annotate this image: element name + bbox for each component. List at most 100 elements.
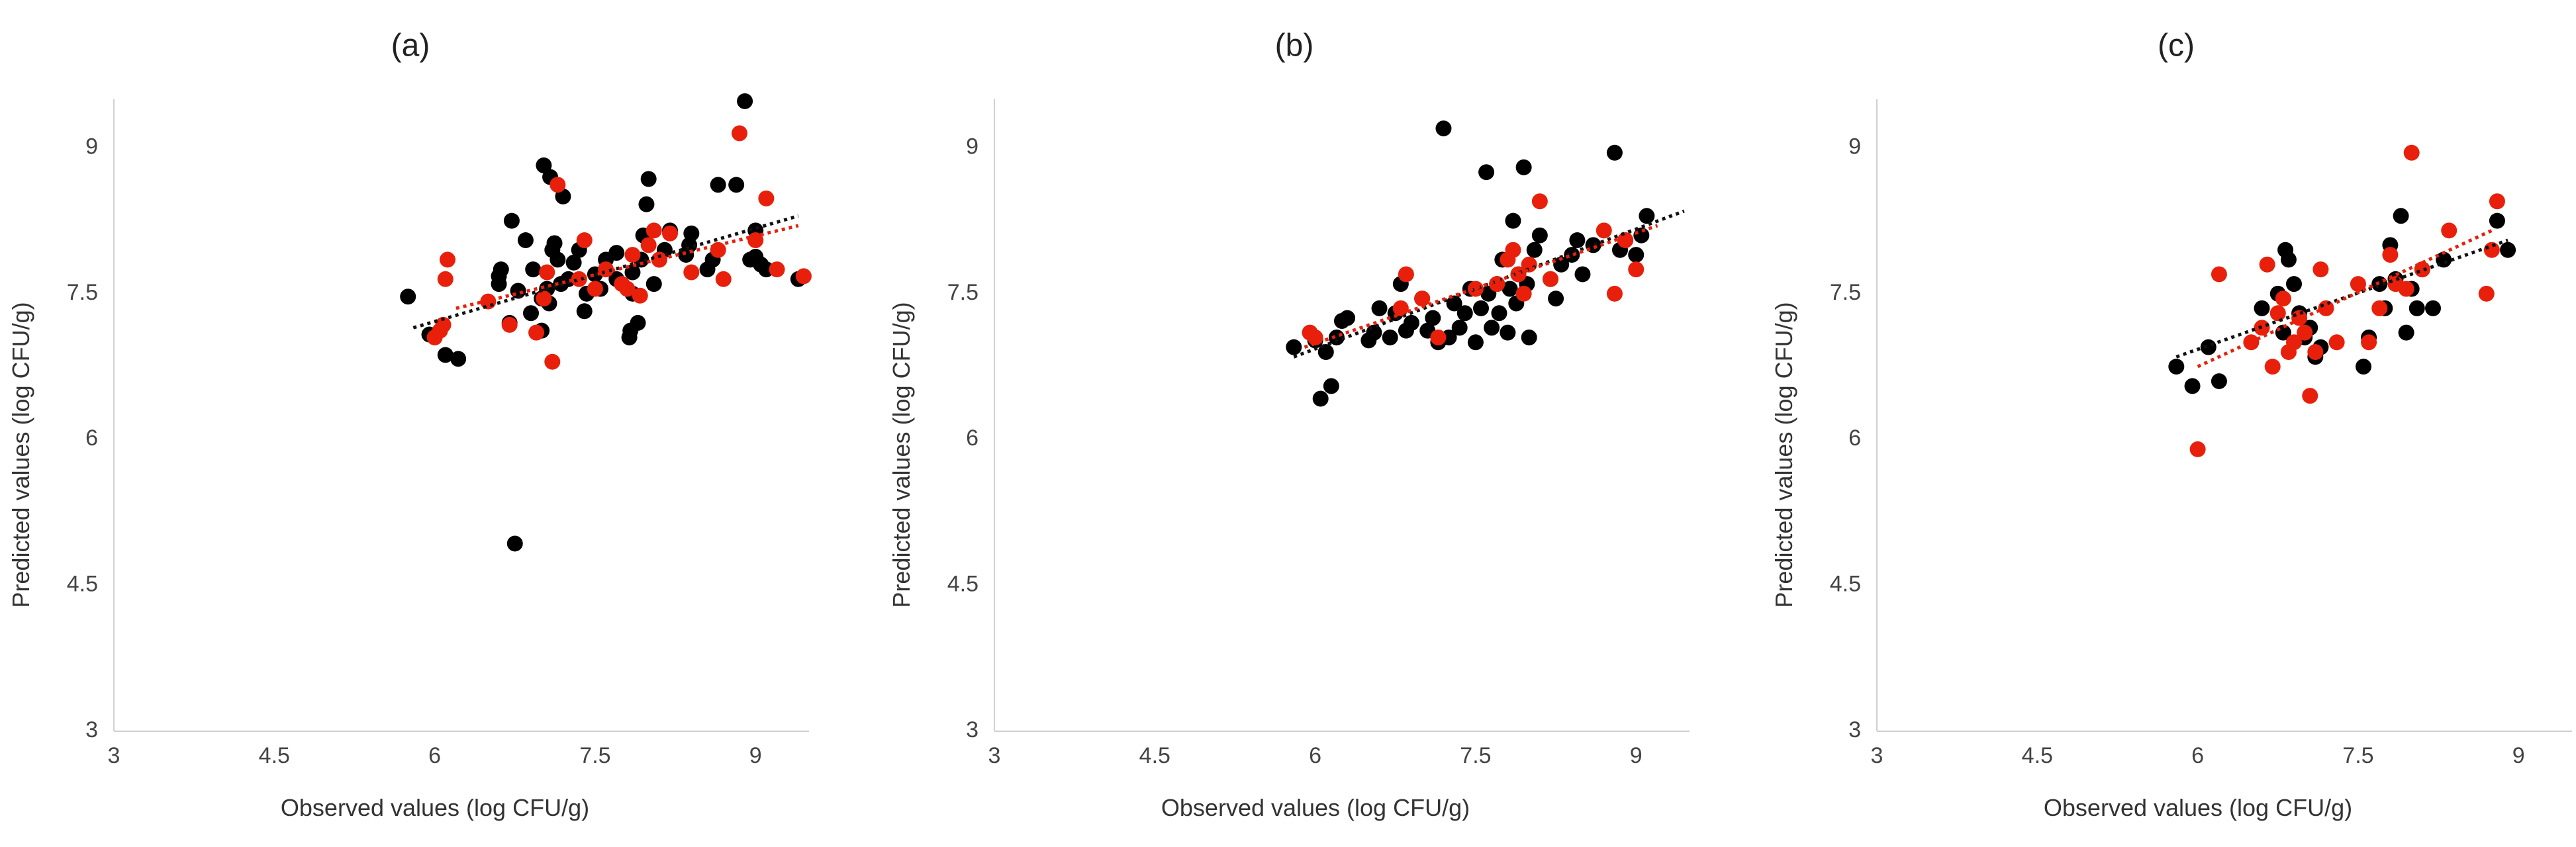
black-data-point (1500, 324, 1516, 341)
red-data-point (598, 261, 614, 278)
y-tick-label: 7.5 (67, 280, 98, 305)
x-tick-label: 6 (1309, 743, 1321, 768)
black-data-point (2184, 378, 2201, 394)
x-axis-label: Observed values (log CFU/g) (281, 794, 589, 821)
y-tick-label: 9 (1848, 134, 1861, 159)
black-data-point (2280, 251, 2297, 268)
y-tick-label: 6 (85, 425, 98, 451)
black-data-point (1502, 281, 1518, 297)
red-data-point (2382, 247, 2399, 263)
red-data-point (587, 281, 603, 297)
panel-title: (b) (1275, 28, 1314, 64)
red-data-point (1398, 266, 1414, 283)
black-data-point (1323, 378, 1339, 394)
black-data-point (1456, 305, 1473, 322)
black-data-point (1574, 266, 1591, 283)
x-tick-label: 9 (749, 743, 762, 768)
black-data-point (1451, 320, 1468, 336)
x-tick-label: 3 (988, 743, 1001, 768)
black-data-point (2409, 300, 2425, 316)
red-data-point (732, 125, 747, 142)
chart-panel-a: (a) 3 4.5 6 7.5 9 3 4.5 6 7.5 9 Observed values (lo… (7, 28, 812, 821)
black-data-point (1515, 159, 1532, 175)
black-data-point (624, 264, 641, 281)
black-data-point (1564, 247, 1580, 263)
black-data-point (1569, 232, 1586, 249)
black-data-point (630, 314, 646, 331)
chart-panel-c: (c) 3 4.5 6 7.5 9 3 4.5 6 7.5 9 Observed values (lo… (1770, 28, 2572, 821)
black-data-point (2254, 300, 2270, 316)
black-data-point (1404, 314, 1419, 331)
red-data-point (640, 237, 657, 253)
x-axis-label: Observed values (log CFU/g) (2044, 794, 2352, 821)
red-data-point (747, 232, 764, 249)
black-data-point (1446, 295, 1462, 312)
black-data-point (2168, 359, 2185, 375)
black-data-point (437, 347, 453, 363)
red-data-point (769, 261, 785, 278)
trendline (2197, 229, 2493, 369)
black-data-point (549, 251, 566, 268)
red-data-point (1543, 271, 1558, 287)
y-tick-label: 4.5 (1830, 572, 1861, 597)
x-axis-label: Observed values (log CFU/g) (1161, 794, 1470, 821)
red-data-point (536, 290, 552, 307)
black-data-point (400, 289, 416, 305)
x-tick-label: 4.5 (259, 743, 290, 768)
black-data-point (576, 303, 593, 320)
red-data-point (2489, 193, 2505, 210)
x-tick-label: 9 (1630, 743, 1643, 768)
black-data-point (1521, 329, 1537, 345)
red-data-point (715, 271, 732, 287)
black-data-point (1371, 300, 1388, 316)
black-data-point (506, 535, 523, 552)
black-data-point (1312, 390, 1329, 407)
black-data-point (546, 235, 563, 251)
y-tick-label: 9 (85, 134, 98, 159)
black-data-point (1425, 310, 1441, 326)
red-data-point (539, 264, 555, 281)
black-data-point (1366, 324, 1382, 341)
panel-title: (c) (2158, 28, 2195, 64)
black-data-point (503, 212, 520, 229)
y-tick-label: 6 (1848, 425, 1861, 451)
red-data-point (1430, 329, 1447, 345)
red-data-point (528, 324, 545, 341)
black-data-point (683, 225, 700, 242)
red-data-point (480, 293, 497, 310)
black-data-point (2489, 212, 2505, 229)
y-axis-label: Predicted values (log CFU/g) (1770, 302, 1797, 607)
panel-title: (a) (391, 28, 430, 64)
black-data-point (1505, 212, 1521, 229)
red-data-point (2361, 334, 2377, 351)
red-data-point (2371, 300, 2388, 316)
black-data-point (2211, 373, 2227, 390)
black-data-point (450, 351, 467, 367)
red-data-point (645, 222, 662, 239)
red-data-point (2302, 388, 2318, 404)
red-data-point (2264, 359, 2281, 375)
red-data-point (2398, 281, 2414, 297)
x-tick-label: 4.5 (1139, 743, 1170, 768)
y-axis-label: Predicted values (log CFU/g) (888, 302, 915, 607)
red-data-point (651, 251, 667, 268)
black-data-point (1548, 290, 1564, 307)
red-data-point (2441, 222, 2457, 239)
black-data-point (493, 261, 509, 278)
black-data-point (710, 177, 726, 193)
red-data-point (2297, 324, 2313, 341)
red-data-point (1596, 222, 1612, 239)
red-data-point (2269, 305, 2286, 322)
red-data-point (2275, 290, 2291, 307)
red-data-point (662, 225, 678, 242)
red-data-point (758, 190, 775, 206)
red-data-point (1515, 285, 1532, 302)
trendline (455, 224, 799, 310)
y-tick-label: 3 (1848, 717, 1861, 742)
black-data-point (1531, 227, 1548, 244)
red-data-point (632, 287, 648, 304)
black-data-point (728, 177, 745, 193)
red-data-point (624, 247, 641, 263)
red-data-point (2313, 261, 2329, 278)
black-data-point (2356, 359, 2371, 375)
